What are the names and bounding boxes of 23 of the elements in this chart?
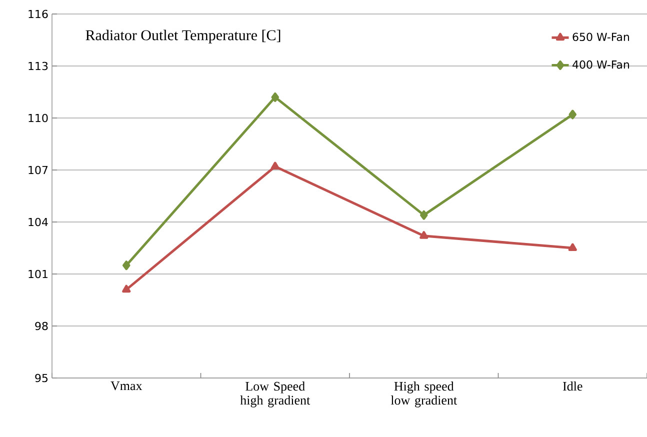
y-tick-label: 113: [28, 62, 48, 70]
point: [270, 162, 280, 170]
legend-label: 650 W-Fan: [572, 32, 629, 42]
x-tick-label: Idle: [562, 382, 582, 391]
y-tick-label: 116: [28, 10, 48, 18]
y-tick-label: 98: [35, 322, 48, 330]
point: [271, 92, 280, 102]
point: [420, 210, 428, 220]
point: [568, 110, 577, 120]
point: [568, 243, 577, 251]
point: [420, 231, 428, 239]
point: [122, 260, 130, 270]
y-tick-label: 104: [28, 218, 48, 226]
y-tick-label: 107: [28, 166, 48, 174]
y-tick-label: 101: [28, 270, 48, 278]
x-tick-label: Vmax: [110, 382, 142, 390]
legend-label: 400 W-Fan: [572, 60, 629, 69]
text: Radiator Outlet Temperature [C]: [86, 30, 280, 44]
point: [122, 284, 131, 293]
y-tick-label: 110: [28, 114, 48, 122]
x-tick-label: High speed low gradient: [390, 382, 458, 408]
y-tick-label: 95: [35, 374, 48, 382]
x-tick-label: Low Speed high gradient: [240, 382, 310, 408]
